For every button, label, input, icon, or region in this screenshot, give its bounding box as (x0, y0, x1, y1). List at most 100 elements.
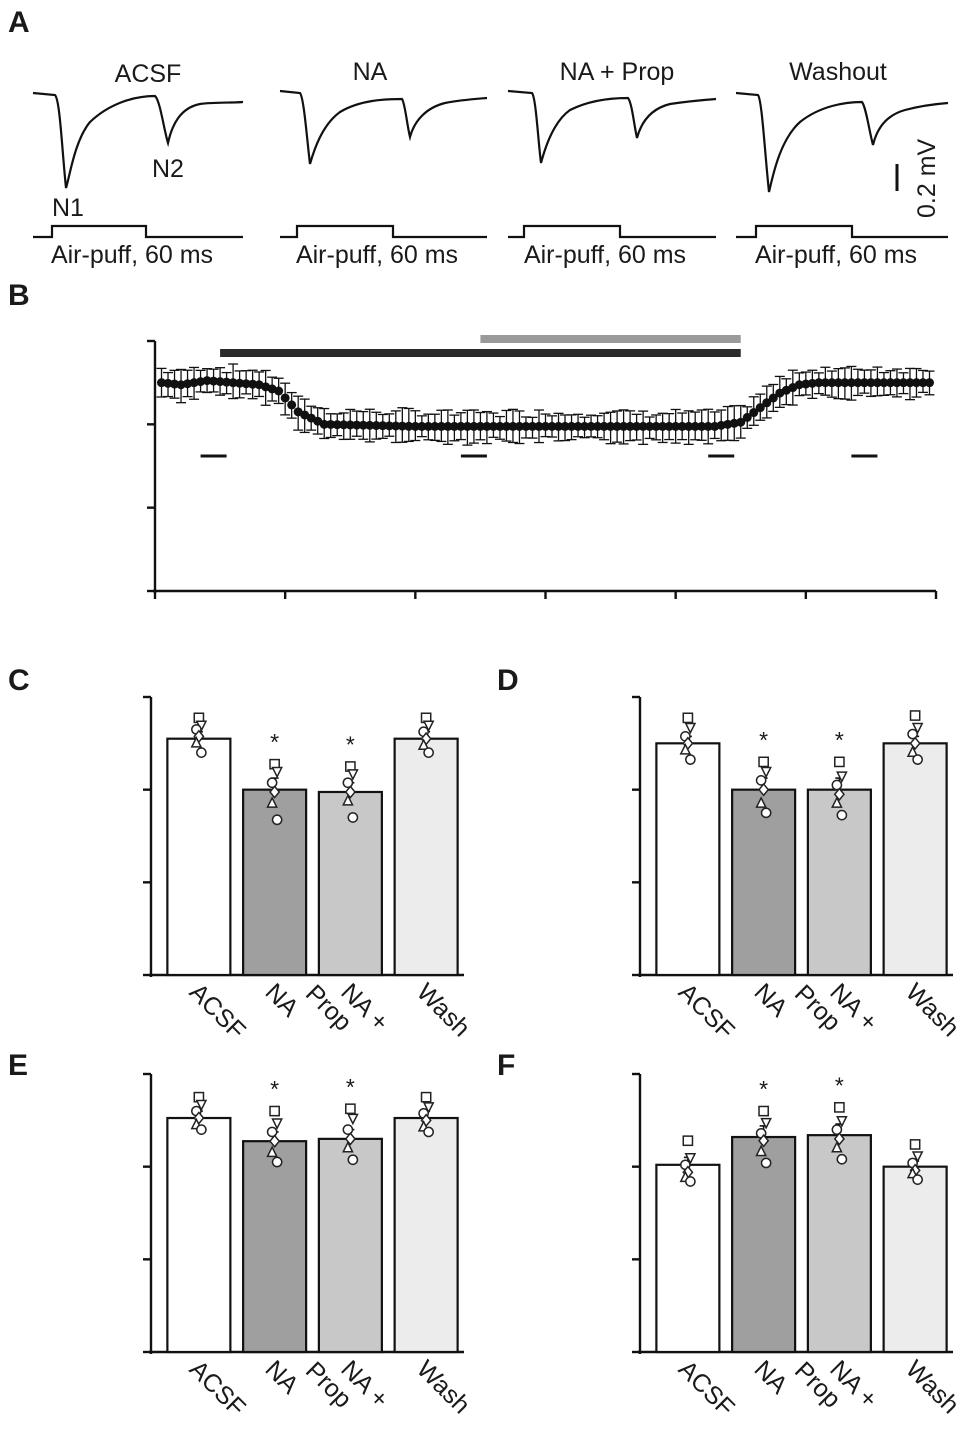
d-scatter-point (909, 710, 921, 721)
d-scatter-point (834, 756, 845, 768)
f-bar (806, 1134, 872, 1354)
trace-na (279, 89, 488, 165)
f-scatter-point (836, 1115, 848, 1128)
b-data-point (430, 421, 440, 431)
e-bar (317, 1137, 383, 1354)
stim-na-prop (508, 224, 716, 239)
d-scatter-point (682, 712, 694, 724)
e-scatter-point (423, 1126, 434, 1138)
b-data-point (443, 421, 453, 431)
stim-label-na-prop: Air-puff, 60 ms (524, 241, 686, 269)
f-category-label-line: NA (749, 1355, 794, 1400)
b-data-point (859, 378, 869, 388)
b-data-point (905, 378, 915, 388)
d-scatter-point (833, 787, 845, 802)
c-scatter-point (266, 796, 278, 808)
b-data-point (541, 421, 550, 431)
b-data-point (326, 419, 336, 429)
b-drug-bar (480, 335, 741, 343)
b-data-point (365, 420, 375, 430)
b-data-point (280, 393, 290, 403)
b-data-point (840, 378, 850, 388)
b-data-point (339, 420, 349, 430)
b-data-point (736, 417, 746, 427)
b-data-point (384, 421, 394, 431)
b-data-point (866, 378, 876, 388)
e-bar (166, 1116, 232, 1354)
b-data-point (228, 378, 238, 388)
panel-e-bars: ACSF*NA*NA +Prop Wash (143, 1072, 475, 1422)
b-data-point (371, 421, 381, 431)
f-scatter-point (755, 1144, 767, 1157)
b-data-point (814, 378, 824, 388)
b-data-point (358, 420, 368, 430)
f-scatter-point (685, 1176, 696, 1187)
d-scatter-point (911, 722, 924, 735)
f-bar (882, 1165, 948, 1354)
d-scatter-point (684, 722, 697, 735)
c-scatter-point (266, 777, 278, 789)
b-data-point (573, 421, 583, 431)
panel-b-timecourse (147, 335, 938, 599)
e-significance-star: * (270, 1076, 279, 1102)
f-scatter-point (758, 1105, 769, 1117)
f-scatter-point (760, 1117, 772, 1130)
b-data-point (495, 421, 505, 431)
c-category-label-line: Wash (411, 978, 475, 1042)
f-category-label: ACSF (673, 1355, 740, 1422)
trace-acsf (32, 91, 244, 189)
b-data-point (423, 421, 433, 431)
b-data-point (469, 421, 479, 431)
d-category-label-line: ACSF (673, 978, 740, 1045)
b-data-point (404, 421, 414, 431)
b-data-point (248, 379, 258, 389)
d-scatter-point (679, 743, 692, 755)
b-data-point (534, 421, 544, 431)
b-data-point (619, 421, 629, 431)
b-data-point (547, 421, 557, 431)
b-data-point (527, 421, 537, 431)
f-scatter-point (831, 1124, 843, 1135)
b-drug-bar (220, 349, 741, 357)
b-data-point (488, 421, 498, 431)
d-scatter-point (907, 728, 918, 740)
b-data-point (332, 420, 342, 430)
b-data-point (202, 376, 212, 386)
b-data-point (768, 393, 778, 403)
c-scatter-point (196, 747, 207, 758)
b-data-point (664, 421, 674, 431)
b-data-point (345, 420, 355, 430)
d-category-label-line: Wash (900, 978, 956, 1042)
b-data-point (410, 421, 420, 431)
b-data-point (677, 421, 687, 431)
d-category-label: NA (749, 978, 794, 1023)
trace-title-na: NA (353, 58, 388, 86)
c-scatter-point (417, 738, 430, 750)
d-scatter-point (831, 796, 843, 808)
b-data-point (567, 421, 577, 431)
f-category-label-line: ACSF (673, 1355, 740, 1422)
b-data-point (397, 421, 407, 431)
b-data-point (703, 421, 713, 431)
c-bar (317, 790, 383, 977)
e-scatter-point (345, 1103, 356, 1115)
c-scatter-point (423, 747, 434, 758)
b-data-point (580, 421, 590, 431)
b-data-point (794, 380, 804, 390)
b-data-point (514, 421, 524, 431)
panel-f-bars: ACSF*NA*NA +Prop Wash (632, 1072, 956, 1422)
b-data-point (742, 412, 752, 422)
b-data-point (241, 379, 251, 389)
d-scatter-point (836, 809, 848, 821)
c-scatter-point (271, 766, 283, 779)
d-scatter-point (760, 807, 772, 819)
trace-washout (735, 91, 949, 193)
b-data-point (352, 420, 362, 430)
e-scatter-point (347, 1113, 359, 1126)
b-data-point (898, 378, 908, 388)
b-data-point (638, 421, 648, 431)
b-data-point (501, 421, 511, 431)
d-bar (882, 742, 948, 977)
d-category-label: ACSF (673, 978, 740, 1045)
b-data-point (417, 421, 427, 431)
